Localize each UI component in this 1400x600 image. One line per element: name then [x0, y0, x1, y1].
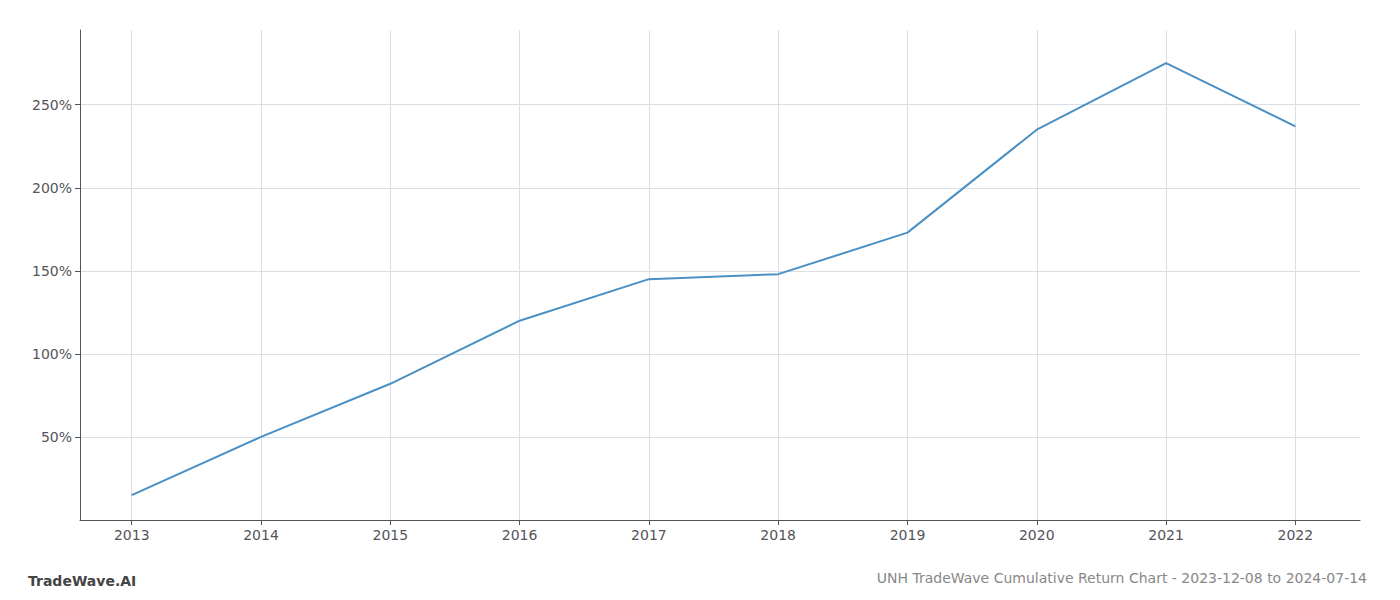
svg-text:2017: 2017 — [631, 527, 667, 543]
svg-text:2014: 2014 — [243, 527, 279, 543]
svg-text:2021: 2021 — [1148, 527, 1184, 543]
svg-text:2022: 2022 — [1278, 527, 1314, 543]
svg-text:2020: 2020 — [1019, 527, 1055, 543]
svg-text:2019: 2019 — [890, 527, 926, 543]
svg-text:2013: 2013 — [114, 527, 150, 543]
svg-text:200%: 200% — [32, 180, 72, 196]
svg-text:TradeWave.AI: TradeWave.AI — [28, 573, 136, 589]
svg-text:100%: 100% — [32, 346, 72, 362]
svg-text:UNH TradeWave Cumulative Retur: UNH TradeWave Cumulative Return Chart - … — [877, 570, 1367, 586]
svg-text:150%: 150% — [32, 263, 72, 279]
svg-text:250%: 250% — [32, 97, 72, 113]
svg-text:2016: 2016 — [502, 527, 538, 543]
svg-text:50%: 50% — [41, 429, 72, 445]
svg-text:2015: 2015 — [372, 527, 408, 543]
svg-text:2018: 2018 — [760, 527, 796, 543]
